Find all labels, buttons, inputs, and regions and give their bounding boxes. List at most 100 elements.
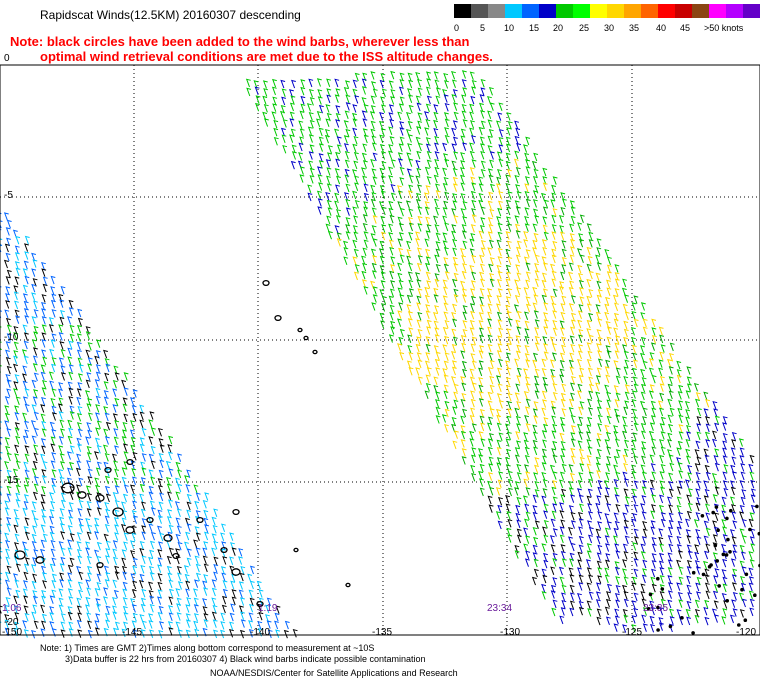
wind-barb (388, 80, 394, 89)
wind-barb (552, 528, 558, 537)
wind-barb (58, 332, 64, 341)
wind-barb (552, 496, 558, 505)
wind-barb (4, 243, 10, 253)
wind-barb (309, 97, 315, 106)
wind-barb (78, 477, 84, 487)
wind-barb (525, 535, 531, 544)
wind-barb (642, 623, 648, 632)
wind-barb (380, 320, 386, 329)
wind-barb (552, 552, 558, 562)
wind-barb (578, 344, 583, 353)
wind-barb (123, 413, 129, 423)
wind-barb (184, 475, 190, 484)
wind-barb (149, 572, 155, 581)
wind-barb (40, 494, 46, 503)
wind-barb (542, 176, 548, 185)
wind-barb (676, 369, 682, 378)
wind-barb (442, 295, 448, 304)
wind-barb (59, 563, 65, 572)
wind-barb (443, 311, 449, 320)
wind-barb (695, 488, 701, 497)
wind-barb (69, 333, 75, 343)
island-outline (312, 349, 318, 355)
wind-barb (50, 548, 56, 558)
wind-barb (114, 485, 120, 494)
wind-barb (388, 144, 394, 153)
wind-barb (103, 596, 108, 605)
wind-barb (175, 621, 181, 630)
wind-barb (686, 431, 692, 440)
wind-barb (41, 308, 47, 317)
wind-barb (568, 271, 573, 281)
wind-barb (148, 523, 154, 533)
wind-barb (425, 336, 431, 345)
wind-barb (480, 168, 486, 178)
wind-barb (271, 111, 277, 120)
wind-barb (561, 383, 567, 393)
wind-barb (256, 580, 262, 590)
wind-barb (58, 604, 64, 614)
wind-barb (570, 246, 575, 255)
wind-barb (615, 367, 621, 376)
wind-barb (534, 184, 540, 194)
wind-barb (469, 127, 475, 137)
wind-barb (452, 238, 458, 248)
wind-barb (613, 512, 619, 521)
wind-barb (451, 423, 457, 433)
wind-barb (586, 582, 592, 591)
wind-barb (667, 496, 672, 505)
wind-barb (498, 191, 504, 200)
wind-barb (568, 487, 574, 496)
lon-label-150: -150 (2, 627, 23, 638)
wind-barb (5, 293, 11, 302)
wind-barb (77, 405, 83, 415)
wind-barb (641, 495, 647, 504)
wind-barb (631, 310, 637, 320)
wind-barb (506, 367, 512, 376)
wind-barb (578, 416, 584, 425)
wind-barb (433, 119, 439, 129)
wind-barb (668, 623, 674, 633)
wind-barb (326, 215, 332, 225)
wind-barb (390, 192, 396, 202)
wind-barb (95, 395, 101, 405)
wind-barb (632, 376, 638, 385)
wind-barb (676, 447, 682, 456)
wind-barb (443, 112, 449, 121)
wind-barb (542, 182, 548, 191)
wind-barb (75, 467, 81, 477)
wind-barb (489, 208, 495, 218)
legend-swatch (675, 4, 693, 18)
wind-barb (130, 444, 136, 454)
wind-barb (560, 231, 565, 241)
wind-barb (452, 183, 458, 192)
wind-barb (542, 455, 548, 464)
wind-barb (748, 590, 754, 600)
wind-barb (505, 264, 511, 274)
wind-barb (478, 183, 484, 192)
wind-barb (515, 319, 521, 329)
wind-barb (94, 524, 100, 533)
wind-barb (94, 587, 100, 597)
wind-barb (488, 416, 493, 426)
wind-barb (577, 479, 583, 489)
wind-barb (203, 619, 209, 628)
wind-barb (578, 526, 584, 535)
wind-barb (78, 571, 84, 581)
wind-barb (318, 153, 324, 162)
wind-barb (596, 608, 602, 617)
wind-barb (541, 591, 547, 600)
wind-barb (150, 427, 156, 436)
wind-barb (14, 309, 20, 319)
wind-barb (280, 104, 286, 114)
flag-circle (691, 570, 696, 575)
wind-barb (470, 288, 476, 297)
wind-barb (651, 438, 656, 447)
wind-barb (749, 471, 755, 481)
wind-barb (586, 600, 592, 609)
wind-barb (497, 479, 503, 488)
wind-barb (570, 206, 576, 215)
wind-barb (561, 256, 567, 266)
wind-barb (14, 612, 20, 621)
wind-barb (451, 230, 457, 240)
